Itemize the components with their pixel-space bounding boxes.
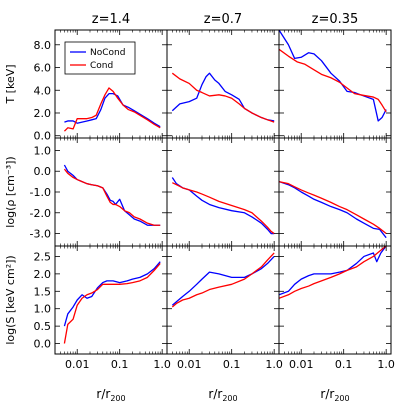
- x-tick-label: 0.1: [335, 358, 353, 371]
- series-line-cond-r1-c0: [63, 168, 161, 226]
- series-line-nocond-r1-c0: [63, 164, 161, 226]
- series-line-nocond-r0-c0: [64, 93, 161, 128]
- x-axis-label: r/r200: [208, 387, 237, 403]
- y-tick-label: 6.0: [34, 62, 52, 75]
- panel-frame-r0-c2: [278, 29, 392, 139]
- panel-r2-c2-lines: [279, 246, 387, 299]
- y-tick-label: -1.0: [30, 186, 51, 199]
- series-line-cond-r0-c1: [171, 72, 275, 123]
- y-tick-label: 2.0: [34, 107, 52, 120]
- series-line-nocond-r2-c0: [63, 261, 161, 327]
- x-tick-label: 1.0: [377, 358, 395, 371]
- series-line-nocond-r0-c2: [279, 30, 387, 122]
- series-line-nocond-r0-c1: [171, 72, 275, 122]
- legend-label-nocond: NoCond: [90, 48, 125, 58]
- x-axis-label: r/r200: [96, 387, 125, 403]
- panel-frame-r1-c2: [278, 137, 392, 247]
- x-tick-label: 0.01: [289, 358, 314, 371]
- y-axis-label: log(ρ [cm⁻³]): [4, 156, 17, 227]
- panel-r2-c0-lines: [63, 261, 161, 344]
- panel-r0-c1-lines: [171, 72, 275, 123]
- panel-frame-r1-c1: [166, 137, 280, 247]
- panel-frame-r0-c1: [166, 29, 280, 139]
- y-tick-label: -2.0: [30, 207, 51, 220]
- y-tick-label: 0.5: [34, 320, 52, 333]
- panel-r2-c1-lines: [171, 252, 275, 308]
- x-tick-label: 1.0: [153, 358, 171, 371]
- x-tick-label: 1.0: [265, 358, 283, 371]
- y-tick-label: 2.0: [34, 268, 52, 281]
- panel-r1-c2-lines: [279, 180, 387, 239]
- y-tick-label: 2.5: [34, 250, 52, 263]
- panel-frame-r1-c0: [54, 137, 168, 247]
- y-tick-label: -3.0: [30, 228, 51, 241]
- series-line-cond-r2-c1: [171, 252, 275, 308]
- panel-r1-c1-lines: [171, 177, 275, 235]
- panel-r0-c2-lines: [279, 30, 387, 122]
- y-tick-label: 0.0: [34, 165, 52, 178]
- x-tick-label: 0.1: [111, 358, 129, 371]
- panel-r1-c0-lines: [63, 164, 161, 226]
- column-title: z=0.35: [312, 12, 359, 27]
- series-line-nocond-r1-c2: [279, 181, 387, 239]
- y-tick-label: 1.5: [34, 285, 52, 298]
- y-axis-label: log(S [keV cm²]): [4, 255, 17, 344]
- series-line-nocond-r2-c1: [171, 256, 275, 306]
- panel-frame-r2-c0: [54, 245, 168, 355]
- column-title: z=1.4: [92, 12, 130, 27]
- x-tick-label: 0.01: [65, 358, 90, 371]
- x-tick-label: 0.1: [223, 358, 241, 371]
- series-line-cond-r0-c0: [63, 87, 161, 132]
- legend: NoCond Cond: [64, 41, 136, 75]
- x-axis-label: r/r200: [320, 387, 349, 403]
- panel-frame-r2-c2: [278, 245, 392, 355]
- series-line-cond-r1-c2: [279, 180, 387, 235]
- series-line-cond-r1-c1: [172, 182, 275, 235]
- y-tick-label: 0.0: [34, 130, 52, 143]
- y-tick-label: 1.0: [34, 303, 52, 316]
- column-title: z=0.7: [204, 12, 242, 27]
- series-line-nocond-r1-c1: [171, 177, 275, 235]
- y-axis-label: T [keV]: [4, 64, 17, 104]
- panel-r0-c0-lines: [63, 87, 161, 132]
- legend-label-cond: Cond: [90, 61, 113, 71]
- y-tick-label: 0.0: [34, 338, 52, 351]
- series-line-cond-r2-c0: [63, 262, 161, 344]
- y-tick-label: 4.0: [34, 84, 52, 97]
- legend-box: [64, 41, 136, 75]
- x-tick-label: 0.01: [177, 358, 202, 371]
- series-line-cond-r0-c2: [279, 48, 387, 113]
- y-tick-label: 8.0: [34, 39, 52, 52]
- series-line-nocond-r2-c2: [279, 246, 387, 296]
- y-tick-label: 1.0: [34, 144, 52, 157]
- series-line-cond-r2-c2: [279, 246, 387, 299]
